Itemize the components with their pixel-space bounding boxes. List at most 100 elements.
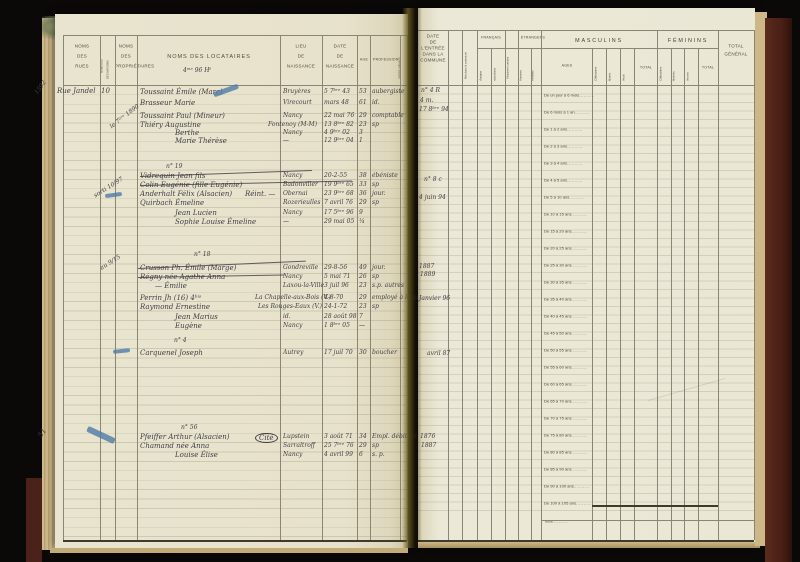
handwritten-entry: sp xyxy=(372,199,379,206)
table-line xyxy=(357,35,358,540)
table-line xyxy=(684,48,685,540)
handwritten-entry: Eugène xyxy=(175,322,202,330)
age-bracket-label: De 4 à 5 ans xyxy=(544,178,583,183)
handwritten-entry: 3 août 71 xyxy=(324,433,353,440)
handwritten-entry: Louise Élise xyxy=(175,451,218,459)
table-line xyxy=(400,35,401,540)
handwritten-entry: — xyxy=(283,218,289,225)
age-bracket-label: De 35 à 40 ans xyxy=(544,297,587,302)
column-header-date-naissance: DATE DE NAISSANCE xyxy=(325,43,354,69)
handwritten-entry: 33 xyxy=(359,181,367,188)
handwritten-entry: Quirbach Émeline xyxy=(140,199,205,207)
age-bracket-label: De 45 à 50 ans xyxy=(544,331,587,336)
column-header-masc-veufs: Veufs xyxy=(622,74,625,81)
age-bracket-row: De 35 à 40 ans xyxy=(544,291,592,308)
book-gutter xyxy=(402,8,422,548)
age-bracket-row: De 50 à 55 ans xyxy=(544,342,592,359)
table-line xyxy=(418,540,754,542)
column-header-alsaciens-lorrains: Alsaciens-Lorrains xyxy=(506,56,509,79)
age-bracket-label: De 30 à 35 ans xyxy=(544,280,587,285)
handwritten-entry: Jean Lucien xyxy=(175,209,217,217)
age-bracket-label: De 6 mois à 1 an xyxy=(544,110,590,115)
margin-note: n° 4 xyxy=(174,337,187,344)
table-line xyxy=(63,35,407,36)
handwritten-entry: Carquenel Joseph xyxy=(140,349,203,357)
table-line xyxy=(531,48,532,540)
handwritten-entry: 22 mai 76 xyxy=(324,112,355,119)
table-line xyxy=(63,35,64,540)
margin-note: Rue Jandel xyxy=(57,87,96,95)
age-bracket-row: De 90 à 100 ans xyxy=(544,478,592,495)
handwritten-entry: 12 9ᵇʳᵉ 04 xyxy=(324,137,354,144)
age-bracket-label: De 60 à 65 ans xyxy=(544,382,587,387)
age-bracket-label: De un jour à 6 mois xyxy=(544,93,595,98)
age-bracket-row: De 20 à 25 ans xyxy=(544,240,592,257)
handwritten-entry: Raymond Ernestine xyxy=(140,303,211,311)
handwritten-entry: 13 8ᵇʳᵉ 82 xyxy=(324,121,354,128)
column-header-locataires: NOMS DES LOCATAIRES xyxy=(166,53,251,60)
handwritten-entry: s.p. autres xyxy=(372,282,404,289)
margin-note: 10 xyxy=(101,87,110,95)
handwritten-entry: 38 xyxy=(359,172,367,179)
age-bracket-row: De 75 à 80 ans xyxy=(544,427,592,444)
handwritten-entry: Pfeiffer Arthur (Alsacien) xyxy=(140,433,230,441)
handwritten-entry: Perrin Jh (16) 4ᵇⁱˢ xyxy=(140,294,202,302)
handwritten-entry: jour. xyxy=(372,264,386,271)
margin-note: n° 19 xyxy=(166,163,183,170)
handwritten-entry: 17 5ᵇʳᵉ 96 xyxy=(324,209,354,216)
table-line xyxy=(322,35,323,540)
table-line xyxy=(477,30,478,540)
handwritten-entry: — xyxy=(283,137,289,144)
handwritten-entry: 6 xyxy=(359,451,363,458)
age-bracket-row: De 5 à 10 ans xyxy=(544,189,592,206)
group-header-masculins: MASCULINS xyxy=(575,37,623,43)
table-line xyxy=(100,35,101,540)
margin-note: 4ᵐᵉ 96 Hᵗ xyxy=(183,67,211,74)
table-line xyxy=(671,48,672,540)
age-bracket-row: De 100 à 105 ans xyxy=(544,495,592,512)
handwritten-entry: Jean Marius xyxy=(175,313,218,321)
handwritten-entry: Les Rouges-Eaux (V.) xyxy=(258,303,322,310)
margin-note: n° 18 xyxy=(194,251,211,258)
handwritten-entry: 7 avril 76 xyxy=(324,199,353,206)
handwritten-entry: 20-2-55 xyxy=(324,172,348,179)
handwritten-entry: Bruyères xyxy=(283,88,311,95)
handwritten-entry: Cité xyxy=(255,433,278,443)
table-line xyxy=(518,30,519,540)
page-edge-bottom-right xyxy=(418,542,760,548)
handwritten-entry: 23 xyxy=(359,303,367,310)
column-header-masc-maries: Mariés xyxy=(608,72,611,81)
column-header-date-entree: DATE DE L'ENTRÉE DANS LA COMMUNE xyxy=(420,33,446,63)
age-bracket-row: De 40 à 45 ans xyxy=(544,308,592,325)
age-bracket-row: De 45 à 50 ans xyxy=(544,325,592,342)
handwritten-entry: — Émilie xyxy=(155,282,187,290)
book-cover-right xyxy=(765,18,792,562)
age-bracket-label: De 75 à 80 ans xyxy=(544,433,587,438)
register-right-page: DATE DE L'ENTRÉE DANS LA COMMUNE Nés dan… xyxy=(418,8,755,542)
handwritten-entry: comptable xyxy=(372,112,404,119)
age-bracket-row: De 25 à 30 ans xyxy=(544,257,592,274)
column-header-fem-mariees: Mariées xyxy=(672,71,675,81)
age-bracket-label: De 85 à 90 ans xyxy=(544,467,587,472)
handwritten-note: 1876 xyxy=(420,433,436,440)
handwritten-entry: Nancy xyxy=(283,273,303,280)
handwritten-note: avril 87 xyxy=(427,350,451,357)
handwritten-entry: 29 xyxy=(359,199,367,206)
column-header-profession: PROFESSION xyxy=(373,57,399,62)
age-bracket-row: De 2 à 3 ans xyxy=(544,138,592,155)
handwritten-note: 17 8ᵇʳᵉ 94 xyxy=(419,106,449,113)
handwritten-entry: Nancy xyxy=(283,112,303,119)
column-header-nes-commune: Nés dans la commune xyxy=(464,52,467,79)
column-header-fem-veuves: Veuves xyxy=(686,72,689,81)
group-header-feminins: FÉMININS xyxy=(667,37,708,43)
handwritten-entry: Marie Thérèse xyxy=(175,137,227,145)
handwritten-entry: 4-8-70 xyxy=(324,294,344,301)
table-line xyxy=(462,30,463,540)
handwritten-entry: 34 xyxy=(359,433,367,440)
handwritten-entry: ébéniste xyxy=(372,172,398,179)
handwritten-entry: 61 xyxy=(359,99,367,106)
handwritten-entry: Fontenoy (M-M) xyxy=(268,121,318,128)
handwritten-note: 4 m. xyxy=(420,97,434,104)
table-line xyxy=(280,35,281,540)
